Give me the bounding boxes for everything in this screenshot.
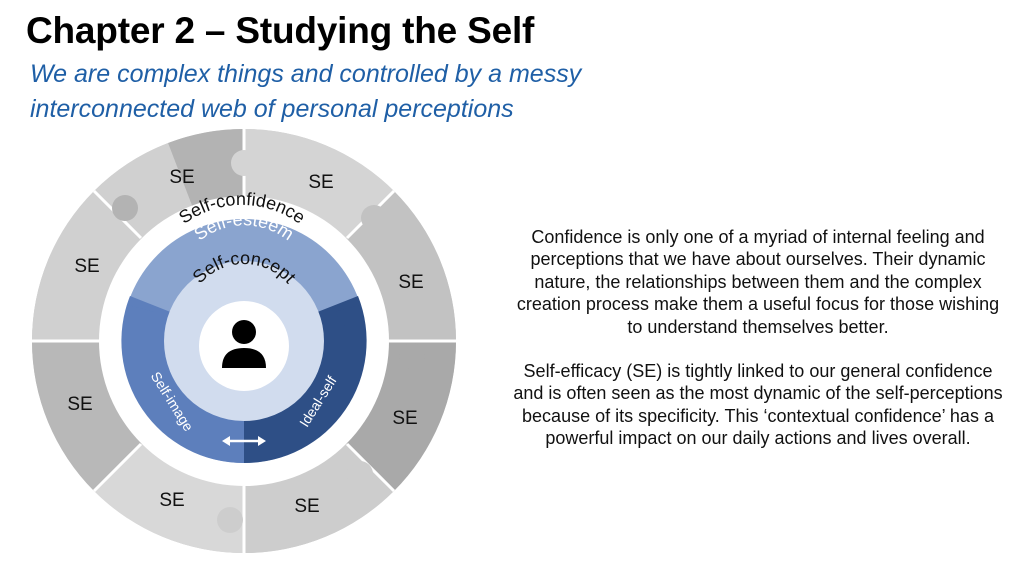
self-diagram: Self-confidence Self-esteem Self-concept… [31, 128, 457, 554]
person-icon [222, 320, 266, 368]
se-label: SE [67, 394, 92, 415]
se-label: SE [398, 272, 423, 293]
se-labels: SE SE SE SE SE SE SE SE [67, 167, 423, 517]
self-image-arrowhead [128, 305, 154, 330]
body-paragraph-2: Self-efficacy (SE) is tightly linked to … [513, 361, 1003, 449]
subtitle-line-1: We are complex things and controlled by … [30, 60, 582, 88]
ideal-self-arrowhead [334, 305, 360, 330]
se-label: SE [169, 167, 194, 188]
page-title: Chapter 2 – Studying the Self [26, 10, 535, 51]
se-label: SE [74, 256, 99, 277]
center-circle [199, 301, 289, 391]
se-label: SE [159, 490, 184, 511]
double-arrow-icon [222, 436, 266, 446]
body-paragraph-1: Confidence is only one of a myriad of in… [516, 227, 1000, 337]
se-label: SE [308, 172, 333, 193]
se-label: SE [294, 496, 319, 517]
se-label: SE [392, 408, 417, 429]
page-subtitle: We are complex things and controlled by … [30, 57, 581, 127]
body-text: Confidence is only one of a myriad of in… [510, 226, 1006, 450]
subtitle-line-2: interconnected web of personal perceptio… [30, 95, 514, 123]
